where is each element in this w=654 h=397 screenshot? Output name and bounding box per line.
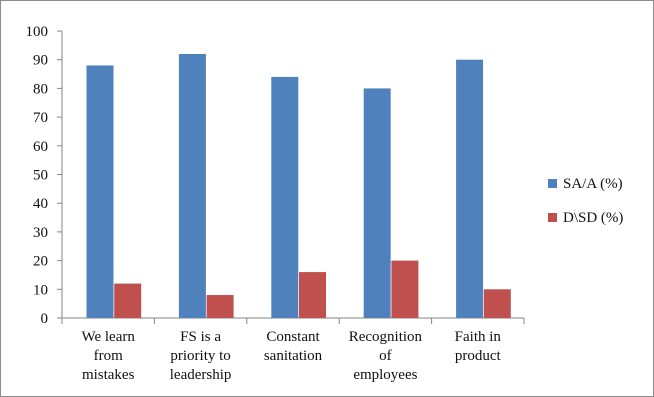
legend-swatch <box>548 213 557 222</box>
y-tick-label: 50 <box>33 168 48 184</box>
y-tick-label: 10 <box>33 282 48 298</box>
category-label: of <box>379 348 392 364</box>
bar-sa-a-2 <box>178 53 206 319</box>
y-tick-label: 70 <box>33 110 48 126</box>
category-label: employees <box>353 367 417 383</box>
category-label: Faith in <box>455 329 502 345</box>
bar-d-sd-2 <box>206 295 234 318</box>
y-tick-label: 60 <box>33 139 48 155</box>
y-tick-label: 80 <box>33 81 48 97</box>
y-tick-label: 20 <box>33 254 48 270</box>
category-label: We learn <box>82 329 136 345</box>
chart-bars <box>86 53 511 319</box>
legend-swatch <box>548 179 557 188</box>
category-label: leadership <box>170 367 232 383</box>
y-tick-label: 0 <box>41 311 49 327</box>
y-tick-label: 90 <box>33 53 48 69</box>
bar-sa-a-4 <box>363 88 391 319</box>
bar-d-sd-1 <box>114 283 142 318</box>
category-label: sanitation <box>264 348 323 364</box>
y-tick-label: 40 <box>33 196 48 212</box>
bar-d-sd-4 <box>391 260 419 318</box>
bar-d-sd-5 <box>483 289 511 318</box>
category-label: FS is a <box>180 329 221 345</box>
category-label: mistakes <box>82 367 135 383</box>
chart-legend: SA/A (%) D\SD (%) <box>548 176 623 226</box>
category-label: Constant <box>266 329 320 345</box>
x-axis-categories: We learn from mistakes FS is a priority to le… <box>82 329 502 383</box>
category-label: from <box>94 348 123 364</box>
bar-sa-a-3 <box>271 76 299 318</box>
y-tick-label: 100 <box>26 24 49 40</box>
bar-d-sd-3 <box>299 272 327 318</box>
legend-label: SA/A (%) <box>563 176 623 192</box>
category-label: priority to <box>170 348 230 364</box>
y-tick-label: 30 <box>33 225 48 241</box>
bar-sa-a-5 <box>456 59 484 318</box>
bar-sa-a-1 <box>86 65 114 318</box>
category-label: Recognition <box>349 329 423 345</box>
y-axis-ticks: 0 10 20 30 40 50 60 70 80 90 100 <box>26 24 62 327</box>
category-label: product <box>455 348 502 364</box>
legend-label: D\SD (%) <box>563 210 623 226</box>
